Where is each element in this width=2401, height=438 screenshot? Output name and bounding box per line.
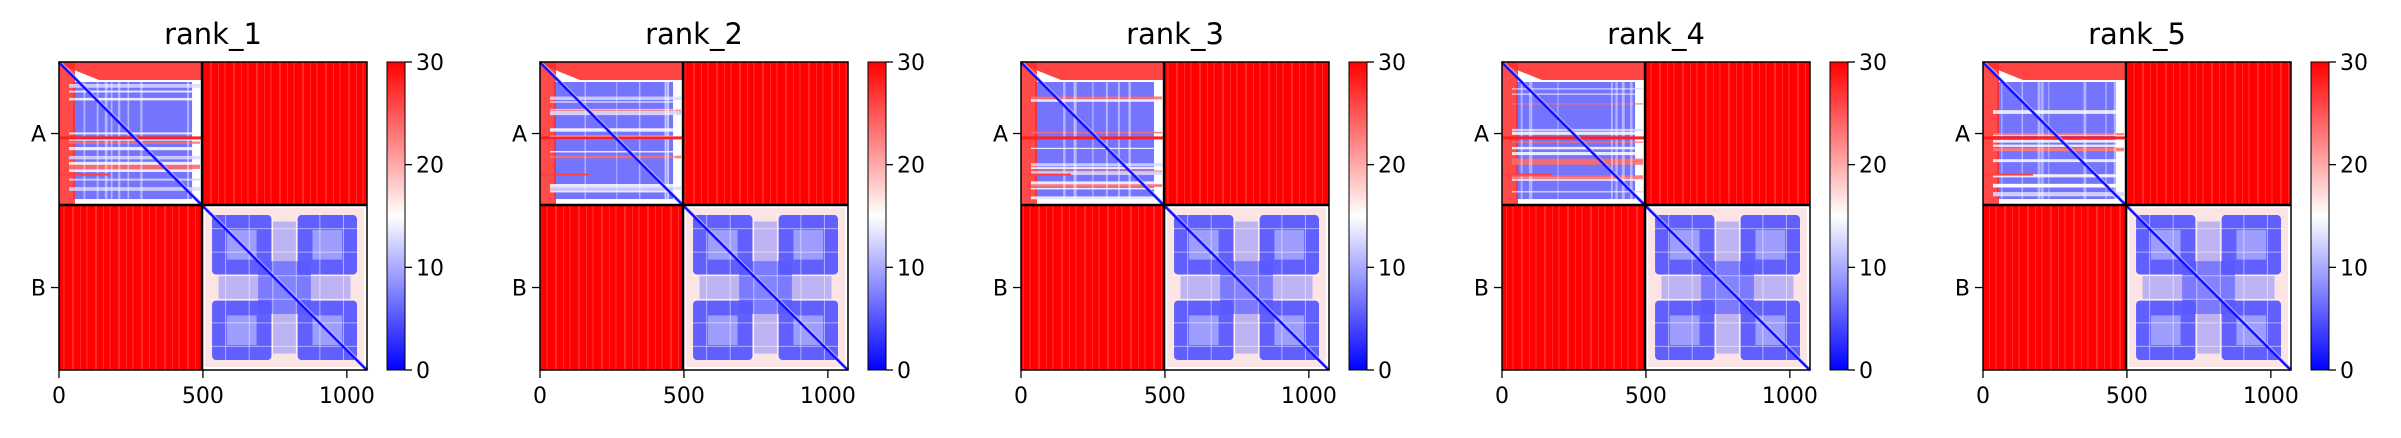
block-A-B <box>202 62 367 206</box>
colorbar: 0 10 20 30 <box>867 51 925 384</box>
panel-title: rank_3 <box>1126 17 1224 51</box>
colorbar-label-0: 0 <box>897 359 911 384</box>
diagonal <box>1981 60 2293 372</box>
diagonal <box>1019 60 1331 372</box>
diagonal <box>1500 60 1812 372</box>
colorbar-label-20: 20 <box>897 154 925 179</box>
block-A-A <box>1983 62 2127 206</box>
heatmap-frame <box>539 61 849 371</box>
block-B-A <box>540 205 684 370</box>
xtick-label-0: 0 <box>1014 384 1028 409</box>
colorbar-gradient <box>1348 61 1368 371</box>
diagonal <box>538 60 850 372</box>
chain-label-A: A <box>512 123 527 148</box>
colorbar-label-10: 10 <box>1378 256 1406 281</box>
chain-label-A: A <box>993 123 1008 148</box>
xtick-label-1000: 1000 <box>1762 384 1818 409</box>
block-B-A <box>1502 205 1646 370</box>
xtick-label-500: 500 <box>1144 384 1186 409</box>
colorbar-gradient <box>386 61 406 371</box>
chain-label-B: B <box>1955 277 1970 302</box>
colorbar-label-30: 30 <box>1859 51 1887 76</box>
chain-label-B: B <box>1474 277 1489 302</box>
heatmap-frame <box>1020 61 1330 371</box>
colorbar-label-20: 20 <box>416 154 444 179</box>
xtick-label-0: 0 <box>1976 384 1990 409</box>
colorbar-label-30: 30 <box>897 51 925 76</box>
pae-panel-4: rank_4 A B 0 500 1000 0 10 20 30 <box>1474 17 1887 409</box>
panel-title: rank_5 <box>2088 17 2186 51</box>
colorbar-label-30: 30 <box>416 51 444 76</box>
block-A-B <box>1645 62 1810 206</box>
colorbar: 0 10 20 30 <box>1348 51 1406 384</box>
colorbar: 0 10 20 30 <box>1829 51 1887 384</box>
xtick-label-1000: 1000 <box>319 384 375 409</box>
block-A-B <box>683 62 848 206</box>
block-B-A <box>1983 205 2127 370</box>
heatmap-frame <box>1501 61 1811 371</box>
xtick-label-1000: 1000 <box>1281 384 1337 409</box>
xtick-label-0: 0 <box>1495 384 1509 409</box>
heatmap <box>538 60 850 372</box>
colorbar-gradient <box>2310 61 2330 371</box>
colorbar-label-20: 20 <box>1378 154 1406 179</box>
colorbar: 0 10 20 30 <box>2310 51 2368 384</box>
xtick-label-500: 500 <box>1625 384 1667 409</box>
block-A-B <box>2126 62 2291 206</box>
colorbar-label-0: 0 <box>1378 359 1392 384</box>
pae-panel-5: rank_5 A B 0 500 1000 0 10 20 30 <box>1955 17 2368 409</box>
colorbar-label-20: 20 <box>1859 154 1887 179</box>
chain-label-B: B <box>31 277 46 302</box>
colorbar-label-10: 10 <box>1859 256 1887 281</box>
chain-label-A: A <box>1474 123 1489 148</box>
heatmap-frame <box>1982 61 2292 371</box>
colorbar-label-20: 20 <box>2340 154 2368 179</box>
heatmap <box>1019 60 1331 372</box>
colorbar: 0 10 20 30 <box>386 51 444 384</box>
colorbar-label-0: 0 <box>416 359 430 384</box>
block-B-A <box>1021 205 1165 370</box>
colorbar-label-0: 0 <box>1859 359 1873 384</box>
chain-label-A: A <box>1955 123 1970 148</box>
block-A-A <box>1502 62 1646 206</box>
xtick-label-1000: 1000 <box>2243 384 2299 409</box>
colorbar-label-30: 30 <box>1378 51 1406 76</box>
diagonal <box>57 60 369 372</box>
chain-label-B: B <box>512 277 527 302</box>
block-A-B <box>1164 62 1329 206</box>
colorbar-label-10: 10 <box>416 256 444 281</box>
pae-panel-3: rank_3 A B 0 500 1000 0 10 20 30 <box>993 17 1406 409</box>
heatmap <box>57 60 369 372</box>
heatmap-frame <box>58 61 368 371</box>
colorbar-label-10: 10 <box>2340 256 2368 281</box>
xtick-label-500: 500 <box>663 384 705 409</box>
xtick-label-500: 500 <box>182 384 224 409</box>
panel-title: rank_1 <box>164 17 262 51</box>
heatmap <box>1500 60 1812 372</box>
block-B-A <box>59 205 203 370</box>
xtick-label-1000: 1000 <box>800 384 856 409</box>
pae-panel-1: rank_1 A B 0 500 1000 0 10 20 30 <box>31 17 444 409</box>
colorbar-label-30: 30 <box>2340 51 2368 76</box>
chain-label-A: A <box>31 123 46 148</box>
colorbar-label-0: 0 <box>2340 359 2354 384</box>
colorbar-gradient <box>1829 61 1849 371</box>
panel-title: rank_4 <box>1607 17 1705 51</box>
colorbar-label-10: 10 <box>897 256 925 281</box>
xtick-label-500: 500 <box>2106 384 2148 409</box>
heatmap <box>1981 60 2293 372</box>
pae-panel-2: rank_2 A B 0 500 1000 0 10 20 30 <box>512 17 925 409</box>
xtick-label-0: 0 <box>52 384 66 409</box>
panel-title: rank_2 <box>645 17 743 51</box>
chain-label-B: B <box>993 277 1008 302</box>
xtick-label-0: 0 <box>533 384 547 409</box>
colorbar-gradient <box>867 61 887 371</box>
